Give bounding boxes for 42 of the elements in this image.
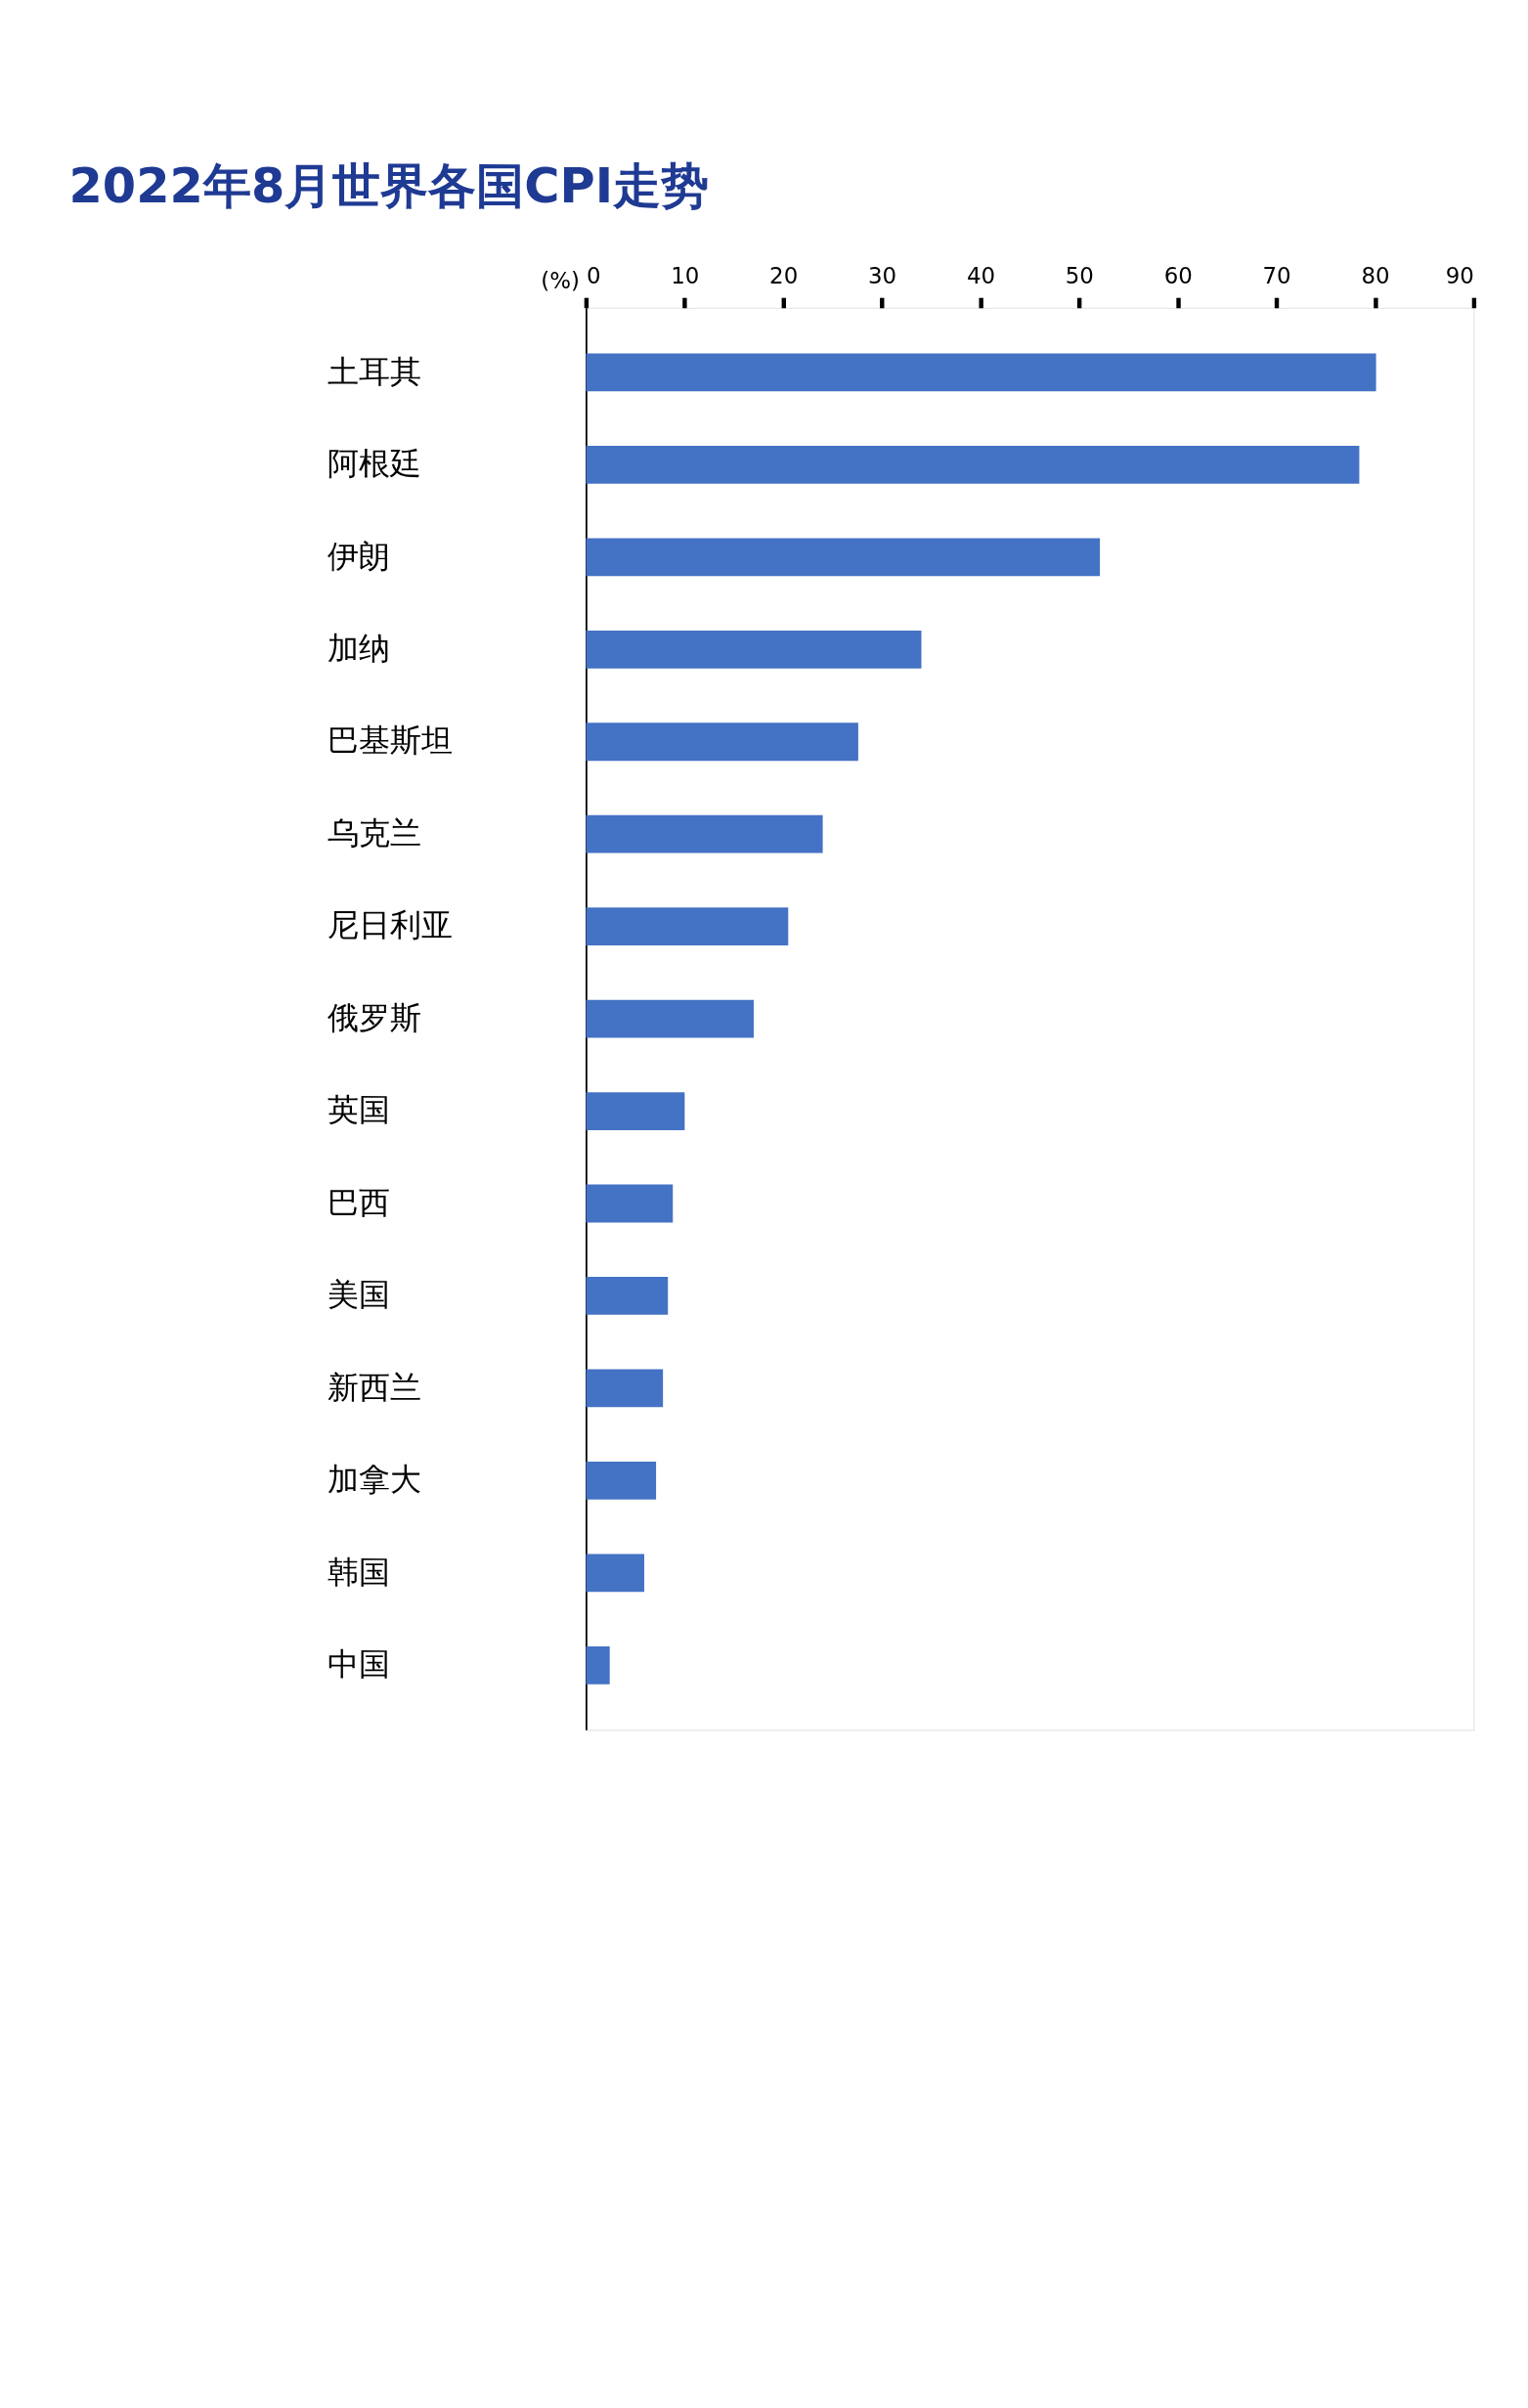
x-axis-title: (%) [541, 267, 580, 293]
y-tick-label: 韩国 [327, 1554, 391, 1590]
bar [586, 907, 789, 946]
x-tick-label: 90 [1445, 262, 1474, 288]
y-tick-label: 土耳其 [327, 353, 422, 389]
bar [586, 446, 1360, 484]
bar [586, 1461, 657, 1500]
y-tick-label: 伊朗 [327, 538, 391, 574]
bar [586, 1645, 610, 1685]
y-tick-label: 英国 [327, 1092, 391, 1128]
y-tick-label: 加拿大 [327, 1462, 422, 1498]
y-tick-label: 俄罗斯 [327, 999, 422, 1035]
y-tick-label: 巴基斯坦 [327, 722, 454, 759]
bar [586, 1184, 674, 1223]
bar [586, 1554, 644, 1593]
x-tick-label: 20 [769, 262, 799, 288]
x-tick-label: 40 [966, 262, 996, 288]
x-tick-label: 70 [1262, 262, 1291, 288]
x-tick-label: 30 [867, 262, 897, 288]
bar [586, 538, 1101, 577]
y-tick-label: 乌克兰 [327, 814, 422, 851]
bar [586, 999, 754, 1038]
x-tick-label: 80 [1361, 262, 1390, 288]
bar [586, 722, 858, 762]
y-tick-label: 尼日利亚 [327, 907, 454, 943]
bar [586, 353, 1376, 392]
x-tick-label: 0 [586, 262, 601, 288]
y-tick-label: 巴西 [327, 1184, 391, 1220]
bar [586, 1092, 685, 1130]
y-tick-label: 阿根廷 [327, 446, 422, 482]
y-tick-label: 中国 [327, 1645, 391, 1682]
x-tick-label: 60 [1163, 262, 1193, 288]
x-tick-label: 10 [671, 262, 700, 288]
y-tick-label: 美国 [327, 1277, 391, 1313]
bar [586, 630, 922, 669]
chart-title: 2022年8月世界各国CPI走势 [68, 157, 710, 215]
bar [586, 1277, 669, 1315]
bar [586, 1369, 664, 1408]
y-tick-label: 加纳 [327, 631, 391, 666]
y-tick-label: 新西兰 [327, 1369, 422, 1405]
bar [586, 814, 823, 854]
x-tick-label: 50 [1065, 262, 1094, 288]
